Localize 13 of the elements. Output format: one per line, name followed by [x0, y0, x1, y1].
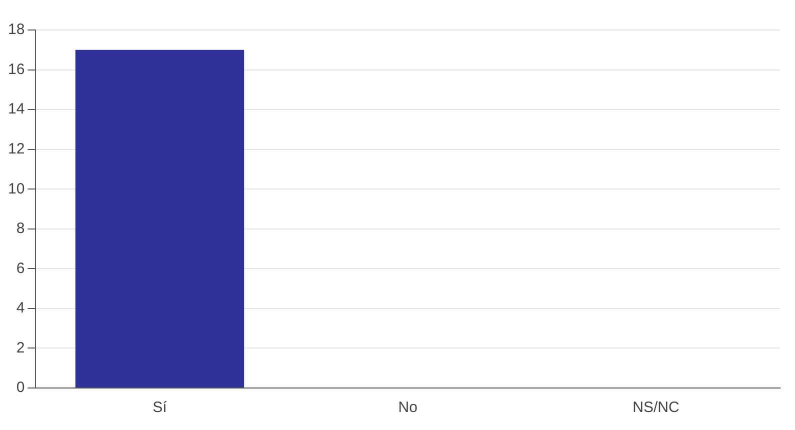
x-tick-label: NS/NC — [632, 399, 680, 416]
y-tick-label: 16 — [8, 60, 25, 78]
y-tick-label: 18 — [8, 21, 25, 38]
y-tick-label: 8 — [16, 220, 25, 238]
y-tick-label: 4 — [16, 300, 25, 317]
y-tick-label: 2 — [16, 339, 25, 356]
y-tick-label: 12 — [8, 140, 25, 158]
y-tick-label: 14 — [8, 100, 25, 118]
y-tick-label: 10 — [8, 180, 25, 198]
y-tick-label: 0 — [16, 379, 25, 396]
x-tick-label: No — [398, 399, 418, 416]
y-tick-label: 6 — [16, 260, 25, 277]
x-tick-label: Sí — [152, 399, 168, 416]
